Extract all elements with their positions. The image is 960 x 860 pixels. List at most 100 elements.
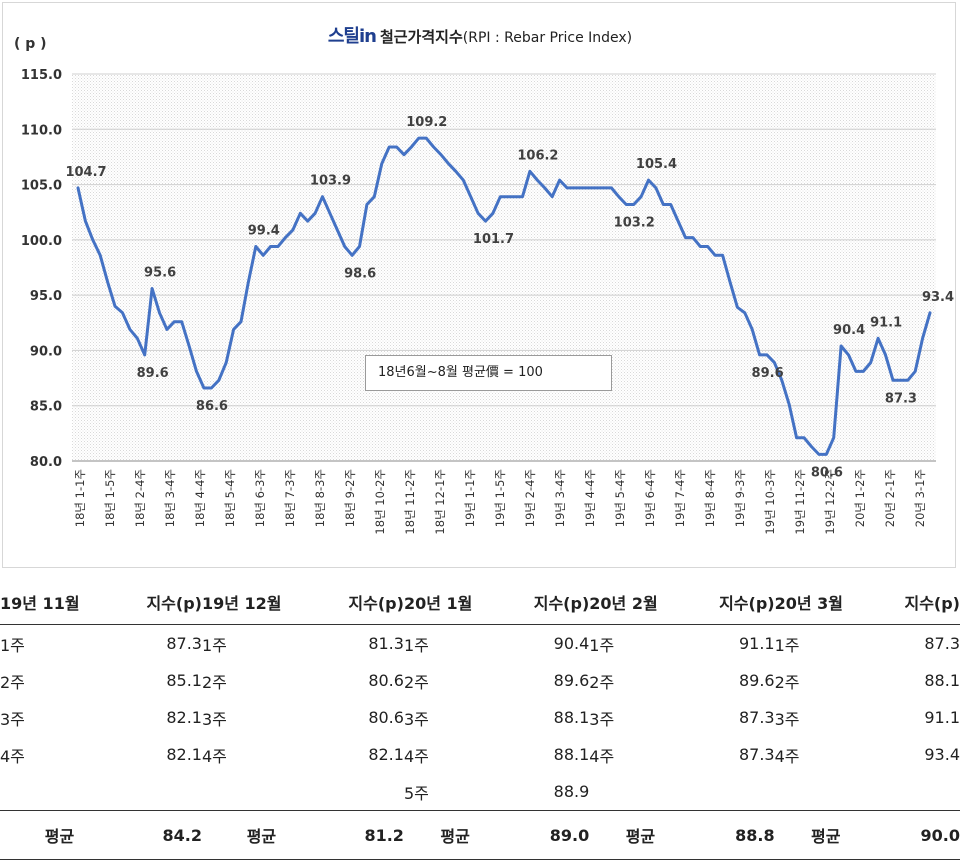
data-label: 89.6 bbox=[752, 366, 784, 381]
index-value-cell: 80.6 bbox=[368, 671, 404, 690]
data-label: 95.6 bbox=[144, 266, 176, 281]
x-tick-label: 19년 6-4주 bbox=[643, 469, 657, 527]
index-value-cell bbox=[321, 773, 404, 811]
index-value-cell bbox=[692, 773, 775, 811]
data-label: 105.4 bbox=[636, 157, 677, 172]
x-tick-label: 19년 7-4주 bbox=[673, 469, 687, 527]
week-cell: 2주 bbox=[403, 672, 429, 692]
x-tick-label: 18년 12-1주 bbox=[433, 469, 447, 535]
x-tick-label: 19년 1-1주 bbox=[463, 469, 477, 527]
average-label: 평균 bbox=[403, 810, 507, 860]
y-tick-label: 90.0 bbox=[30, 344, 62, 359]
x-tick-label: 19년 12-2주 bbox=[823, 469, 837, 535]
series-line bbox=[76, 136, 932, 456]
data-label: 90.4 bbox=[833, 323, 865, 338]
index-value-cell: 87.3 bbox=[738, 745, 775, 764]
week-cell bbox=[0, 773, 119, 811]
plot-area bbox=[72, 74, 936, 461]
week-cell: 3주 bbox=[774, 709, 800, 729]
data-label: 106.2 bbox=[517, 148, 558, 163]
table-row: 4주 82.1 4주 82.1 4주 88.1 4주 87.3 4주 93.4 bbox=[0, 736, 960, 773]
week-cell bbox=[202, 773, 321, 811]
x-tick-label: 18년 9-2주 bbox=[343, 469, 357, 527]
index-value-cell: 89.6 bbox=[553, 671, 590, 690]
y-tick-label: 100.0 bbox=[21, 234, 62, 249]
week-cell: 1주 bbox=[774, 635, 800, 655]
average-label: 평균 bbox=[201, 810, 321, 860]
x-tick-label: 18년 3-4주 bbox=[163, 469, 177, 527]
x-tick-label: 20년 1-2주 bbox=[853, 469, 867, 527]
week-cell: 4주 bbox=[403, 746, 429, 766]
x-tick-label: 18년 8-3주 bbox=[313, 469, 327, 527]
data-label: 93.4 bbox=[922, 290, 954, 305]
x-tick-label: 18년 1-1주 bbox=[73, 469, 87, 527]
week-cell: 2주 bbox=[0, 672, 25, 692]
note-box: 18년6월~8월 평균價 = 100 bbox=[365, 355, 612, 391]
week-cell: 2주 bbox=[589, 672, 615, 692]
month-header: 20년 3월 bbox=[774, 580, 877, 625]
x-tick-label: 18년 11-2주 bbox=[403, 469, 417, 535]
average-value: 88.8 bbox=[691, 810, 775, 860]
price-table: 19년 11월 지수(p) 19년 12월 지수(p) 20년 1월 지수(p)… bbox=[0, 580, 960, 860]
data-label: 91.1 bbox=[870, 315, 902, 330]
data-label: 98.6 bbox=[344, 266, 376, 281]
index-header: 지수(p) bbox=[320, 580, 404, 625]
data-label: 86.6 bbox=[196, 399, 228, 414]
x-tick-label: 19년 2-4주 bbox=[523, 469, 537, 527]
data-label: 109.2 bbox=[406, 115, 447, 130]
average-value: 81.2 bbox=[320, 810, 404, 860]
data-label: 99.4 bbox=[248, 223, 280, 238]
x-tick-label: 19년 3-4주 bbox=[553, 469, 567, 527]
week-cell bbox=[589, 773, 691, 811]
line-chart: 115.0 110.0 105.0 100.0 95.0 90.0 85.0 80.0 18년… bbox=[21, 68, 954, 535]
chart-title-main: 철근가격지수 bbox=[379, 28, 463, 46]
index-value-cell: 87.3 bbox=[166, 634, 202, 653]
index-value-cell: 82.1 bbox=[368, 745, 404, 764]
average-label: 평균 bbox=[0, 810, 119, 860]
steelin-logo: 스틸in bbox=[327, 26, 377, 47]
average-value: 89.0 bbox=[506, 810, 590, 860]
index-value-cell: 91.1 bbox=[924, 708, 960, 727]
x-tick-label: 19년 11-2주 bbox=[793, 469, 807, 535]
data-label: 104.7 bbox=[65, 165, 106, 180]
table-header-row: 19년 11월 지수(p) 19년 12월 지수(p) 20년 1월 지수(p)… bbox=[0, 580, 960, 625]
chart-title: 스틸in 철근가격지수(RPI : Rebar Price Index) bbox=[0, 22, 960, 48]
index-value-cell bbox=[877, 773, 960, 811]
data-label: 80.6 bbox=[811, 465, 843, 480]
index-value-cell: 80.6 bbox=[368, 708, 404, 727]
index-header: 지수(p) bbox=[506, 580, 590, 625]
y-unit-label: ( p ) bbox=[14, 36, 47, 52]
index-header: 지수(p) bbox=[876, 580, 960, 625]
x-tick-label: 18년 5-4주 bbox=[223, 469, 237, 527]
x-tick-label: 18년 1-5주 bbox=[103, 469, 117, 527]
table-row: 5주 88.9 bbox=[0, 773, 960, 811]
index-value-cell: 81.3 bbox=[368, 634, 404, 653]
index-header: 지수(p) bbox=[691, 580, 775, 625]
week-cell: 5주 bbox=[403, 783, 429, 803]
table-row: 2주 85.1 2주 80.6 2주 89.6 2주 89.6 2주 88.1 bbox=[0, 662, 960, 699]
index-value-cell: 93.4 bbox=[924, 745, 960, 764]
week-cell: 3주 bbox=[403, 709, 429, 729]
week-cell: 4주 bbox=[774, 746, 800, 766]
month-header: 20년 2월 bbox=[589, 580, 692, 625]
x-tick-label: 19년 1-5주 bbox=[493, 469, 507, 527]
x-tick-label: 18년 6-3주 bbox=[253, 469, 267, 527]
data-label: 101.7 bbox=[473, 232, 514, 247]
index-value-cell: 88.1 bbox=[924, 671, 960, 690]
week-cell: 4주 bbox=[201, 746, 227, 766]
table-row: 3주 82.1 3주 80.6 3주 88.1 3주 87.3 3주 91.1 bbox=[0, 699, 960, 736]
week-cell: 3주 bbox=[589, 709, 615, 729]
index-value-cell bbox=[119, 773, 202, 811]
x-tick-label: 18년 10-2주 bbox=[373, 469, 387, 535]
index-value-cell: 87.3 bbox=[924, 634, 960, 653]
x-tick-label: 19년 8-4주 bbox=[703, 469, 717, 527]
average-row: 평균 84.2 평균 81.2 평균 89.0 평균 88.8 평균 90.0 bbox=[0, 810, 960, 860]
index-value-cell: 82.1 bbox=[166, 745, 202, 764]
y-tick-label: 80.0 bbox=[30, 455, 62, 470]
index-value-cell: 85.1 bbox=[166, 671, 202, 690]
week-cell: 1주 bbox=[589, 635, 615, 655]
week-cell: 2주 bbox=[201, 672, 227, 692]
y-tick-label: 115.0 bbox=[21, 68, 62, 83]
x-tick-label: 18년 7-3주 bbox=[283, 469, 297, 527]
week-cell: 3주 bbox=[201, 709, 227, 729]
